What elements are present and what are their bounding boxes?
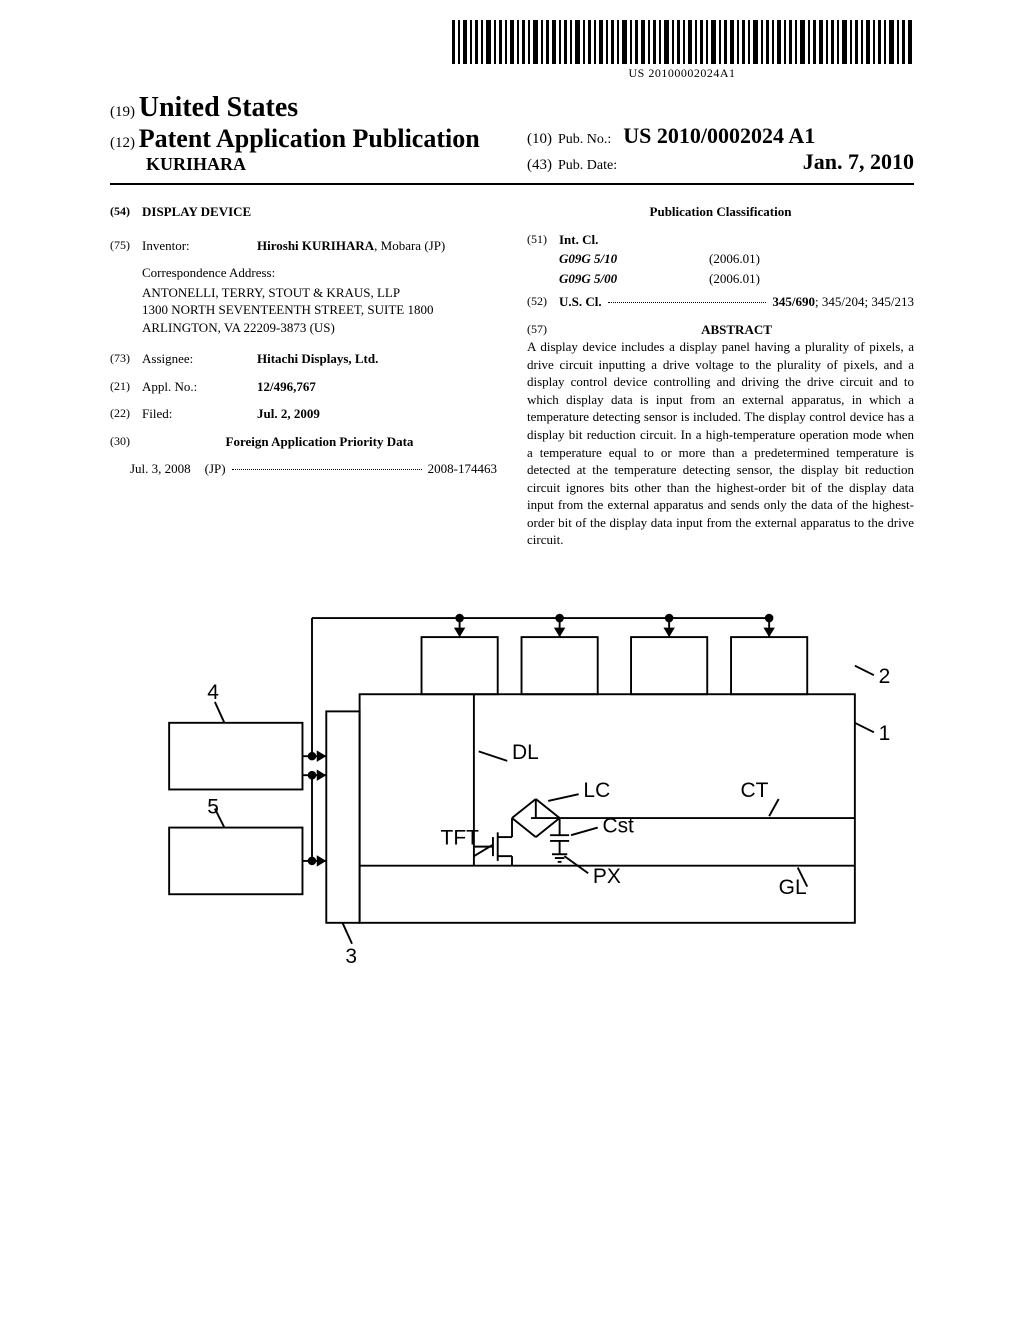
us-cl-rest: ; 345/204; 345/213: [815, 294, 914, 309]
correspondence-line-2: 1300 NORTH SEVENTEENTH STREET, SUITE 180…: [142, 301, 497, 319]
code-10: (10): [527, 131, 552, 148]
code-57: (57): [527, 321, 559, 339]
dotted-leader: [232, 460, 422, 470]
barcode-svg: [452, 20, 912, 64]
correspondence-address: Correspondence Address: ANTONELLI, TERRY…: [142, 264, 497, 336]
code-19: (19): [110, 104, 135, 120]
invention-title: DISPLAY DEVICE: [142, 203, 251, 221]
code-12: (12): [110, 135, 135, 151]
figure-container: 4 5 2 1 3 DL LC TFT Cst PX CT GL: [40, 589, 984, 1009]
code-73: (73): [110, 350, 142, 368]
assignee-value: Hitachi Displays, Ltd.: [257, 350, 497, 368]
barcode-section: US 20100002024A1: [380, 20, 984, 82]
svg-text:4: 4: [207, 681, 219, 704]
content-columns: (54) DISPLAY DEVICE (75) Inventor: Hiros…: [40, 203, 984, 549]
inventor-location: , Mobara (JP): [374, 238, 445, 253]
svg-text:TFT: TFT: [441, 827, 480, 850]
pub-date-label: Pub. Date:: [558, 158, 617, 174]
code-51: (51): [527, 231, 559, 249]
svg-text:Cst: Cst: [602, 814, 634, 837]
filed-value: Jul. 2, 2009: [257, 405, 497, 423]
correspondence-label: Correspondence Address:: [142, 264, 497, 282]
barcode-text: US 20100002024A1: [452, 66, 912, 81]
barcode: US 20100002024A1: [452, 20, 912, 81]
foreign-number: 2008-174463: [428, 460, 497, 478]
us-cl-primary: 345/690: [772, 294, 815, 309]
code-21: (21): [110, 378, 142, 396]
code-30: (30): [110, 433, 142, 451]
assignee-label: Assignee:: [142, 350, 257, 368]
foreign-date: Jul. 3, 2008: [130, 460, 191, 478]
header-left: (19) United States (12) Patent Applicati…: [110, 92, 497, 175]
correspondence-line-1: ANTONELLI, TERRY, STOUT & KRAUS, LLP: [142, 284, 497, 302]
country-name: United States: [139, 92, 298, 123]
svg-text:1: 1: [879, 722, 891, 745]
right-column: Publication Classification (51) Int. Cl.…: [527, 203, 914, 549]
left-column: (54) DISPLAY DEVICE (75) Inventor: Hiros…: [110, 203, 497, 549]
abstract-header: ABSTRACT: [559, 321, 914, 339]
svg-text:5: 5: [207, 795, 219, 818]
code-22: (22): [110, 405, 142, 423]
pub-no-label: Pub. No.:: [558, 132, 611, 148]
int-cl-2-year: (2006.01): [709, 270, 760, 288]
code-52: (52): [527, 293, 559, 311]
publication-type: Patent Application Publication: [139, 124, 480, 153]
us-cl-label: U.S. Cl.: [559, 293, 602, 311]
int-cl-1-year: (2006.01): [709, 250, 760, 268]
svg-text:DL: DL: [512, 741, 539, 764]
svg-text:LC: LC: [583, 779, 610, 802]
int-cl-2: G09G 5/00: [559, 270, 689, 288]
dotted-leader-2: [608, 293, 767, 303]
svg-text:2: 2: [879, 665, 891, 688]
foreign-country: (JP): [205, 460, 226, 478]
header-right: (10) Pub. No.: US 2010/0002024 A1 (43) P…: [497, 123, 914, 175]
abstract-text: A display device includes a display pane…: [527, 338, 914, 549]
svg-text:GL: GL: [779, 876, 807, 899]
header-divider: [110, 183, 914, 185]
int-cl-1: G09G 5/10: [559, 250, 689, 268]
code-75: (75): [110, 237, 142, 255]
block-diagram-svg: 4 5 2 1 3 DL LC TFT Cst PX CT GL: [112, 589, 912, 1009]
header-block: (19) United States (12) Patent Applicati…: [40, 92, 984, 181]
pub-date-value: Jan. 7, 2010: [803, 149, 914, 175]
foreign-priority-header: Foreign Application Priority Data: [142, 433, 497, 451]
inventor-surname: KURIHARA: [110, 154, 497, 175]
classification-header: Publication Classification: [527, 203, 914, 221]
filed-label: Filed:: [142, 405, 257, 423]
code-54: (54): [110, 203, 142, 221]
appl-no-value: 12/496,767: [257, 378, 497, 396]
pub-no-value: US 2010/0002024 A1: [623, 123, 815, 149]
svg-text:CT: CT: [741, 779, 769, 802]
inventor-label: Inventor:: [142, 237, 257, 255]
svg-text:PX: PX: [593, 865, 621, 888]
code-43: (43): [527, 157, 552, 174]
correspondence-line-3: ARLINGTON, VA 22209-3873 (US): [142, 319, 497, 337]
inventor-name: Hiroshi KURIHARA: [257, 238, 374, 253]
int-cl-label: Int. Cl.: [559, 231, 598, 249]
svg-text:3: 3: [345, 945, 357, 968]
appl-no-label: Appl. No.:: [142, 378, 257, 396]
